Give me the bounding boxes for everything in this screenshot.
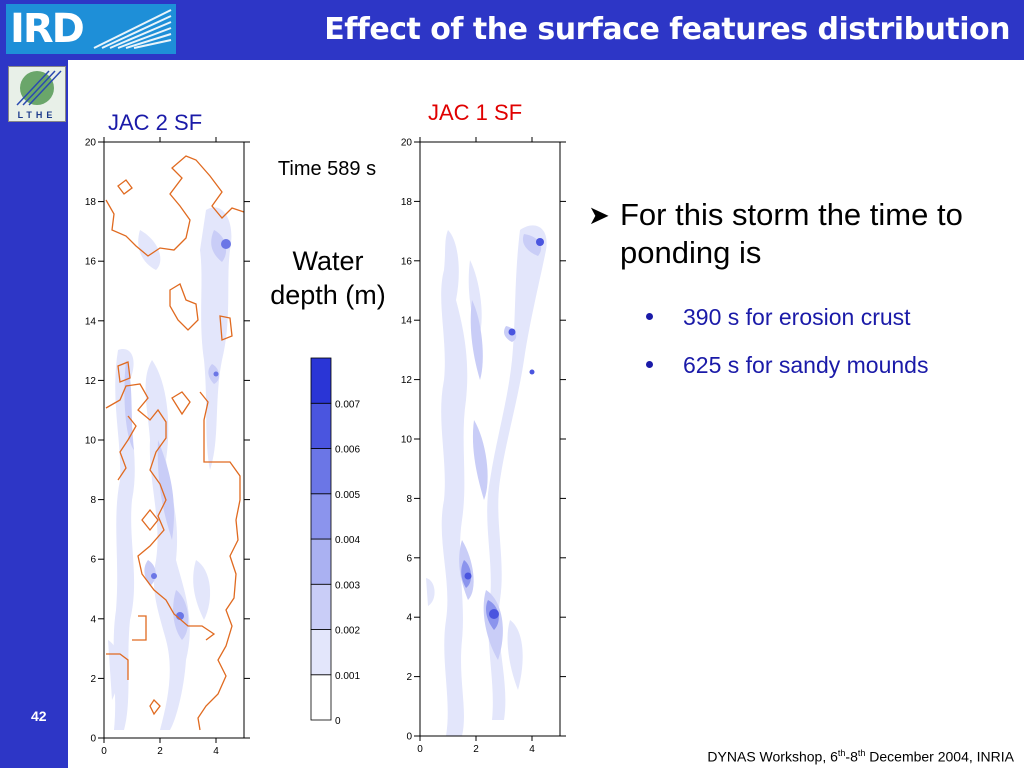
- colorbar-level-label: 0.003: [335, 580, 360, 591]
- right-x-tick-label: 2: [473, 744, 479, 755]
- bullet-dot-icon: [646, 361, 653, 369]
- footer-prefix: DYNAS Workshop, 6: [707, 748, 838, 765]
- colorbar-swatch: [310, 402, 332, 449]
- left-y-tick-label: 2: [90, 674, 96, 685]
- colorbar-level-label: 0.007: [335, 399, 360, 410]
- colorbar-level-label: 0.005: [335, 490, 360, 501]
- sub-bullet-1-text: 390 s for erosion crust: [683, 304, 911, 330]
- left-y-tick-label: 10: [85, 436, 97, 447]
- arrow-bullet-icon: ➤: [588, 200, 610, 230]
- colorbar-swatch: [310, 357, 332, 404]
- left-panel-title: JAC 2 SF: [108, 110, 203, 135]
- right-y-tick-label: 12: [401, 375, 413, 386]
- colorbar-level-label: 0.001: [335, 671, 360, 682]
- slide-title: Effect of the surface features distribut…: [324, 12, 1010, 47]
- water-depth-colorbar: 0 0.001 0.002 0.003 0.004 0.005 0.006 0.007: [310, 357, 360, 727]
- left-y-tick-label: 16: [85, 257, 97, 268]
- right-y-tick-label: 20: [401, 138, 413, 149]
- right-y-tick-label: 8: [406, 494, 412, 505]
- left-map-axes: 0 2 4 6 8 10 12 14 16 18 20 0 2 4: [85, 137, 250, 757]
- colorbar-swatch: [310, 493, 332, 540]
- right-map-axes: 0 2 4 6 8 10 12 14 16 18 20 0 2 4: [401, 137, 566, 755]
- footer-suffix: December 2004, INRIA: [865, 748, 1014, 765]
- colorbar-level-label: 0: [335, 716, 341, 727]
- right-y-tick-label: 16: [401, 256, 413, 267]
- right-y-tick-label: 4: [406, 613, 412, 624]
- left-y-tick-label: 8: [90, 495, 96, 506]
- left-y-tick-label: 6: [90, 555, 96, 566]
- sub-bullet-2: 625 s for sandy mounds: [646, 352, 928, 379]
- colorbar-level-label: 0.004: [335, 535, 360, 546]
- ird-logo-text: IRD: [10, 6, 85, 52]
- left-y-tick-label: 14: [85, 316, 97, 327]
- colorbar-label: Water depth (m): [240, 244, 416, 312]
- left-contour-lines: [105, 155, 245, 731]
- footer: DYNAS Workshop, 6th-8th December 2004, I…: [707, 748, 1014, 765]
- bullet-dot-icon: [646, 313, 653, 321]
- right-y-tick-label: 2: [406, 672, 412, 683]
- left-y-tick-label: 12: [85, 376, 97, 387]
- right-y-tick-label: 14: [401, 316, 413, 327]
- right-x-tick-label: 0: [417, 744, 423, 755]
- colorbar-label-line2: depth (m): [270, 280, 386, 310]
- footer-sup1: th: [837, 748, 846, 758]
- ird-logo: IRD: [6, 4, 176, 54]
- right-y-tick-label: 18: [401, 197, 413, 208]
- colorbar-level-label: 0.002: [335, 626, 360, 637]
- left-y-tick-label: 4: [90, 614, 96, 625]
- left-y-tick-label: 0: [90, 734, 96, 745]
- page-number: 42: [31, 708, 47, 724]
- right-x-tick-label: 4: [529, 744, 535, 755]
- sub-bullet-1: 390 s for erosion crust: [646, 304, 911, 331]
- sub-bullet-2-text: 625 s for sandy mounds: [683, 352, 929, 378]
- colorbar-swatch: [310, 629, 332, 676]
- time-label: Time 589 s: [277, 158, 377, 180]
- left-x-tick-label: 2: [157, 746, 163, 757]
- lthe-logo: LTHE: [8, 66, 66, 122]
- main-bullet: ➤ For this storm the time to ponding is: [588, 196, 998, 272]
- right-y-tick-label: 0: [406, 732, 412, 743]
- left-y-tick-label: 18: [85, 197, 97, 208]
- right-y-tick-label: 10: [401, 435, 413, 446]
- colorbar-swatch: [310, 538, 332, 585]
- footer-middle: -8: [845, 748, 858, 765]
- footer-sup2: th: [857, 748, 866, 758]
- right-panel-title: JAC 1 SF: [428, 100, 523, 125]
- colorbar-swatch: [310, 583, 332, 630]
- colorbar-swatch: [310, 448, 332, 495]
- left-water-depth-map: [105, 155, 245, 731]
- left-x-tick-label: 0: [101, 746, 107, 757]
- ird-logo-stripes-icon: [93, 9, 172, 49]
- right-water-depth-map: [426, 225, 547, 736]
- colorbar-label-line1: Water: [292, 246, 364, 276]
- left-x-tick-label: 4: [213, 746, 219, 757]
- lthe-logo-text: LTHE: [17, 110, 57, 120]
- right-y-tick-label: 6: [406, 553, 412, 564]
- main-bullet-text: For this storm the time to ponding is: [620, 197, 963, 270]
- lthe-globe-icon: [16, 70, 62, 106]
- colorbar-swatch: [310, 674, 332, 721]
- colorbar-level-label: 0.006: [335, 445, 360, 456]
- sidebar: [0, 0, 68, 768]
- left-y-tick-label: 20: [85, 138, 97, 149]
